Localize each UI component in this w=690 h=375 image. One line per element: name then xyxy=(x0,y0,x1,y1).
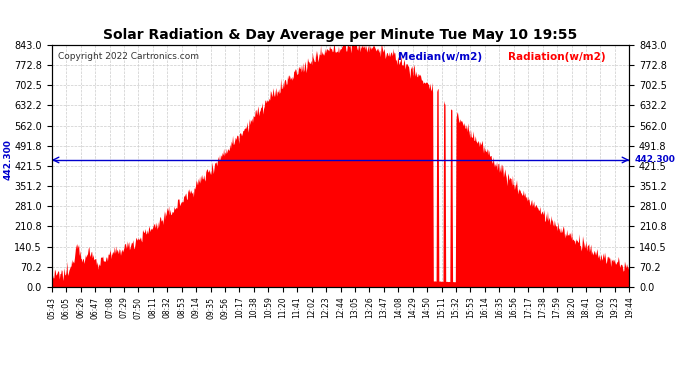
Text: Median(w/m2): Median(w/m2) xyxy=(398,52,482,62)
Text: Radiation(w/m2): Radiation(w/m2) xyxy=(508,52,606,62)
Text: Copyright 2022 Cartronics.com: Copyright 2022 Cartronics.com xyxy=(57,52,199,61)
Text: 442.300: 442.300 xyxy=(635,156,676,165)
Text: 442.300: 442.300 xyxy=(4,140,13,180)
Title: Solar Radiation & Day Average per Minute Tue May 10 19:55: Solar Radiation & Day Average per Minute… xyxy=(104,28,578,42)
